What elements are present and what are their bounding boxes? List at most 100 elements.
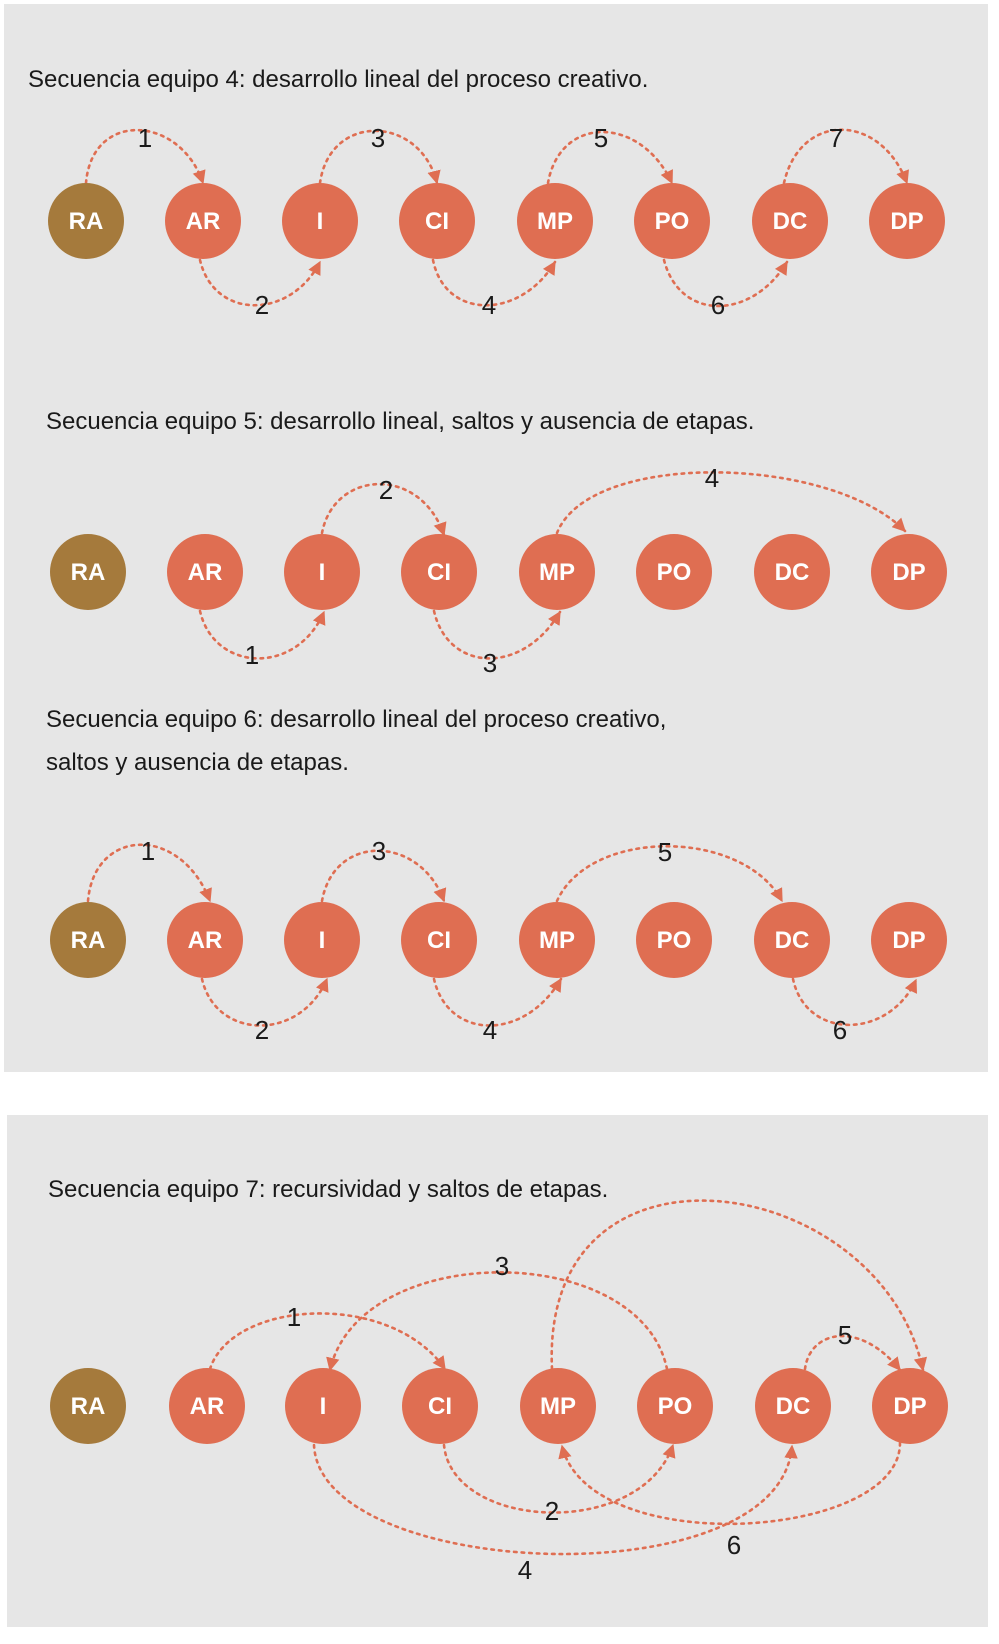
step-arrow [662, 258, 789, 308]
step-arrow [198, 609, 326, 660]
step-number: 2 [255, 290, 269, 320]
node-ar: AR [167, 534, 243, 610]
step-arrow [442, 1443, 676, 1514]
step-number: 4 [518, 1555, 532, 1585]
node-label: RA [71, 559, 106, 586]
node-circle [754, 902, 830, 978]
step-arrow [312, 1443, 798, 1556]
node-label: CI [427, 559, 451, 586]
node-ci: CI [399, 183, 475, 259]
sequence-7-title: Secuencia equipo 7: recursividad y salto… [48, 1176, 609, 1203]
node-label: PO [657, 559, 692, 586]
node-i: I [282, 183, 358, 259]
node-circle [48, 183, 124, 259]
step-arrow [550, 1199, 928, 1372]
node-dc: DC [754, 902, 830, 978]
node-label: AR [186, 208, 221, 235]
sequence-6-title-line-1: Secuencia equipo 6: desarrollo lineal de… [46, 706, 667, 733]
node-ra: RA [48, 183, 124, 259]
node-circle [401, 534, 477, 610]
node-ar: AR [165, 183, 241, 259]
node-label: CI [428, 1393, 452, 1420]
node-ci: CI [402, 1368, 478, 1444]
panel-bottom [7, 1115, 988, 1627]
node-mp: MP [519, 534, 595, 610]
node-po: PO [637, 1368, 713, 1444]
node-circle [165, 183, 241, 259]
node-po: PO [634, 183, 710, 259]
node-label: DP [893, 1393, 926, 1420]
step-arrow [431, 258, 557, 307]
node-ar: AR [169, 1368, 245, 1444]
node-ci: CI [401, 902, 477, 978]
node-label: DP [892, 559, 925, 586]
node-dp: DP [869, 183, 945, 259]
step-arrow [558, 1441, 902, 1526]
step-number: 4 [705, 463, 719, 493]
step-number: 3 [372, 836, 386, 866]
step-number: 3 [495, 1251, 509, 1281]
node-label: AR [190, 1393, 225, 1420]
step-arrow [555, 471, 907, 535]
node-mp: MP [520, 1368, 596, 1444]
node-mp: MP [519, 902, 595, 978]
step-number: 7 [829, 123, 843, 153]
sequence-6-title-line-2: saltos y ausencia de etapas. [46, 749, 349, 776]
step-number: 5 [658, 837, 672, 867]
sequence-4-diagram: RA AR I CI MP PO DC DP 1 2 3 4 5 6 7 [48, 123, 945, 320]
node-label: RA [69, 208, 104, 235]
node-ra: RA [50, 1368, 126, 1444]
node-circle [520, 1368, 596, 1444]
node-label: AR [188, 927, 223, 954]
step-arrow [803, 1334, 902, 1372]
sequence-6-diagram: RA AR I CI MP PO DC DP 1 2 3 4 5 6 [50, 836, 947, 1045]
step-arrow [546, 130, 674, 185]
step-arrow [432, 609, 562, 660]
node-circle [752, 183, 828, 259]
node-circle [167, 902, 243, 978]
node-i: I [284, 534, 360, 610]
step-number: 1 [245, 640, 259, 670]
step-arrow [200, 977, 329, 1027]
node-label: DP [890, 208, 923, 235]
node-label: CI [427, 927, 451, 954]
node-circle [167, 534, 243, 610]
node-mp: MP [517, 183, 593, 259]
step-number: 5 [594, 123, 608, 153]
node-circle [50, 1368, 126, 1444]
step-arrow [84, 128, 206, 185]
step-number: 5 [838, 1320, 852, 1350]
node-ra: RA [50, 902, 126, 978]
step-arrow [86, 843, 212, 903]
node-ra: RA [50, 534, 126, 610]
step-arrow [208, 1312, 447, 1371]
node-circle [401, 902, 477, 978]
step-number: 1 [287, 1302, 301, 1332]
step-arrow [318, 129, 441, 185]
node-i: I [284, 902, 360, 978]
node-label: CI [425, 208, 449, 235]
sequence-4-title: Secuencia equipo 4: desarrollo lineal de… [28, 66, 649, 93]
node-label: MP [537, 208, 573, 235]
node-label: RA [71, 927, 106, 954]
node-circle [517, 183, 593, 259]
node-label: RA [71, 1393, 106, 1420]
node-circle [50, 534, 126, 610]
node-label: DC [776, 1393, 811, 1420]
node-label: PO [655, 208, 690, 235]
node-circle [754, 534, 830, 610]
step-number: 1 [141, 836, 155, 866]
node-circle [871, 902, 947, 978]
step-arrow [198, 258, 322, 307]
sequence-5-title: Secuencia equipo 5: desarrollo lineal, s… [46, 408, 755, 435]
step-arrow [320, 482, 447, 537]
node-label: PO [658, 1393, 693, 1420]
node-circle [636, 534, 712, 610]
node-label: MP [539, 927, 575, 954]
node-label: DC [775, 559, 810, 586]
step-number: 3 [371, 123, 385, 153]
step-arrow [782, 128, 909, 185]
step-number: 6 [727, 1530, 741, 1560]
step-number: 3 [483, 648, 497, 678]
